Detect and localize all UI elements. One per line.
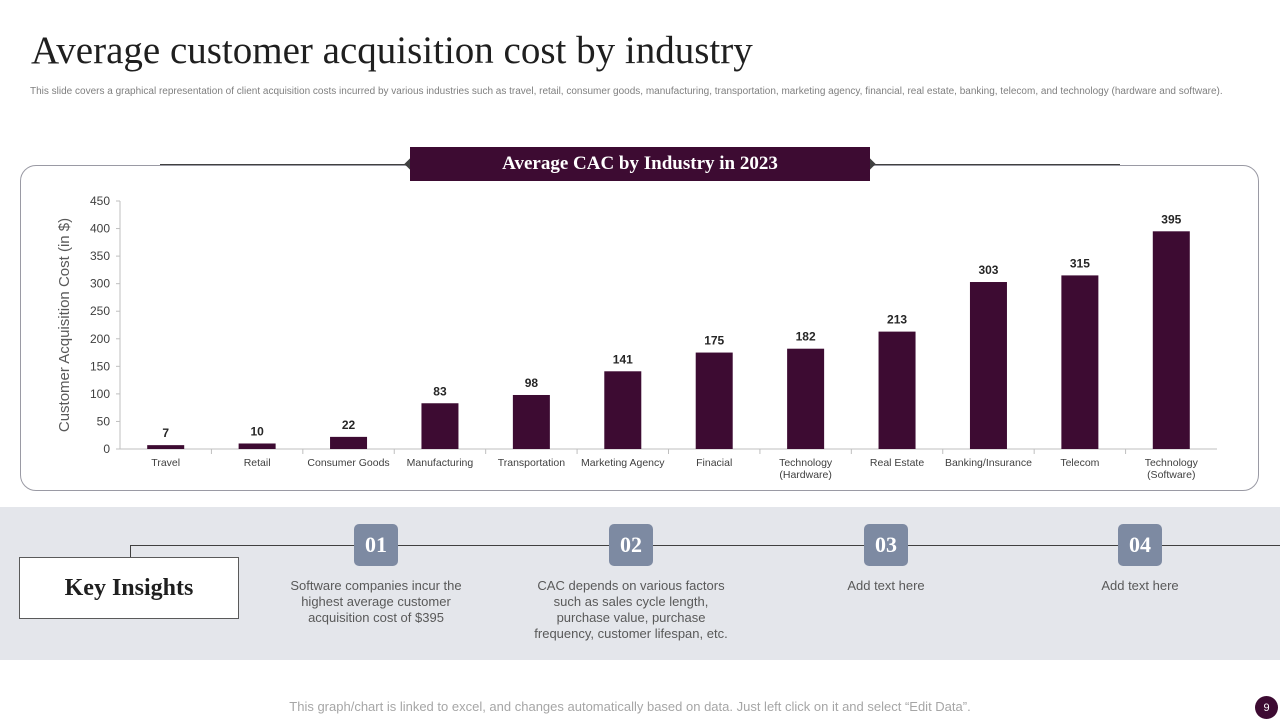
y-tick-label: 400 xyxy=(90,222,110,236)
data-label: 83 xyxy=(433,384,447,398)
x-tick-label: Finacial xyxy=(696,457,732,469)
x-tick-label: Banking/Insurance xyxy=(945,457,1032,469)
insight-badge-04: 04 xyxy=(1118,524,1162,566)
data-label: 22 xyxy=(342,418,356,432)
insight-text-01[interactable]: Software companies incur the highest ave… xyxy=(290,578,462,625)
x-tick-label: Marketing Agency xyxy=(581,457,665,469)
x-tick-label: Consumer Goods xyxy=(307,457,389,469)
bar xyxy=(878,331,916,449)
x-tick-label: Technology xyxy=(1145,457,1199,469)
y-tick-label: 200 xyxy=(90,332,110,346)
y-tick-label: 450 xyxy=(90,194,110,208)
insight-badge-03: 03 xyxy=(864,524,908,566)
y-axis-label: Customer Acquisition Cost (in $) xyxy=(56,218,73,432)
x-tick-label: Travel xyxy=(151,457,180,469)
x-tick-label: (Hardware) xyxy=(779,469,832,481)
chart-title: Average CAC by Industry in 2023 xyxy=(410,147,870,181)
y-tick-label: 50 xyxy=(97,414,111,428)
y-tick-label: 0 xyxy=(103,442,110,456)
x-tick-label: Transportation xyxy=(498,457,565,469)
x-tick-label: (Software) xyxy=(1147,469,1195,481)
data-label: 141 xyxy=(613,352,633,366)
bar xyxy=(421,403,459,449)
bar xyxy=(695,352,733,449)
y-tick-label: 150 xyxy=(90,359,110,373)
data-label: 213 xyxy=(887,313,907,327)
key-insights-heading: Key Insights xyxy=(19,557,239,619)
data-label: 7 xyxy=(162,426,169,440)
insight-text-02[interactable]: CAC depends on various factors such as s… xyxy=(534,578,728,641)
y-tick-label: 100 xyxy=(90,387,110,401)
x-tick-label: Manufacturing xyxy=(407,457,474,469)
insight-text-04[interactable]: Add text here xyxy=(1101,578,1179,593)
bar xyxy=(330,436,368,449)
bar xyxy=(147,445,185,449)
bar xyxy=(604,371,642,449)
page-title: Average customer acquisition cost by ind… xyxy=(31,29,753,72)
insights-timeline-connector xyxy=(130,545,131,558)
bar xyxy=(1152,231,1190,449)
data-label: 182 xyxy=(796,330,816,344)
insight-text-03[interactable]: Add text here xyxy=(847,578,925,593)
data-label: 98 xyxy=(525,376,539,390)
bar xyxy=(1061,275,1099,449)
bar xyxy=(969,282,1007,449)
slide-description: This slide covers a graphical representa… xyxy=(30,86,1223,97)
chart-heading-line-left xyxy=(160,164,410,165)
insights-timeline xyxy=(130,545,1280,546)
bar-chart[interactable]: 0 50 100 150 200 250 300 350 400 450 Customer Acqu… xyxy=(0,0,1280,500)
x-tick-label: Real Estate xyxy=(870,457,924,469)
y-tick-label: 350 xyxy=(90,249,110,263)
x-tick-label: Technology xyxy=(779,457,833,469)
chart-heading-line-right xyxy=(870,164,1120,165)
footer-note: This graph/chart is linked to excel, and… xyxy=(289,699,971,714)
page-number: 9 xyxy=(1255,696,1278,719)
data-label: 175 xyxy=(704,334,724,348)
data-label: 10 xyxy=(250,424,264,438)
x-tick-label: Retail xyxy=(244,457,271,469)
y-tick-label: 250 xyxy=(90,304,110,318)
data-label: 395 xyxy=(1161,212,1181,226)
x-tick-label: Telecom xyxy=(1060,457,1099,469)
bar xyxy=(238,443,276,449)
data-label: 303 xyxy=(978,263,998,277)
bar xyxy=(512,394,550,449)
y-tick-label: 300 xyxy=(90,277,110,291)
insight-badge-01: 01 xyxy=(354,524,398,566)
data-label: 315 xyxy=(1070,256,1090,270)
bar xyxy=(787,348,825,449)
insight-badge-02: 02 xyxy=(609,524,653,566)
